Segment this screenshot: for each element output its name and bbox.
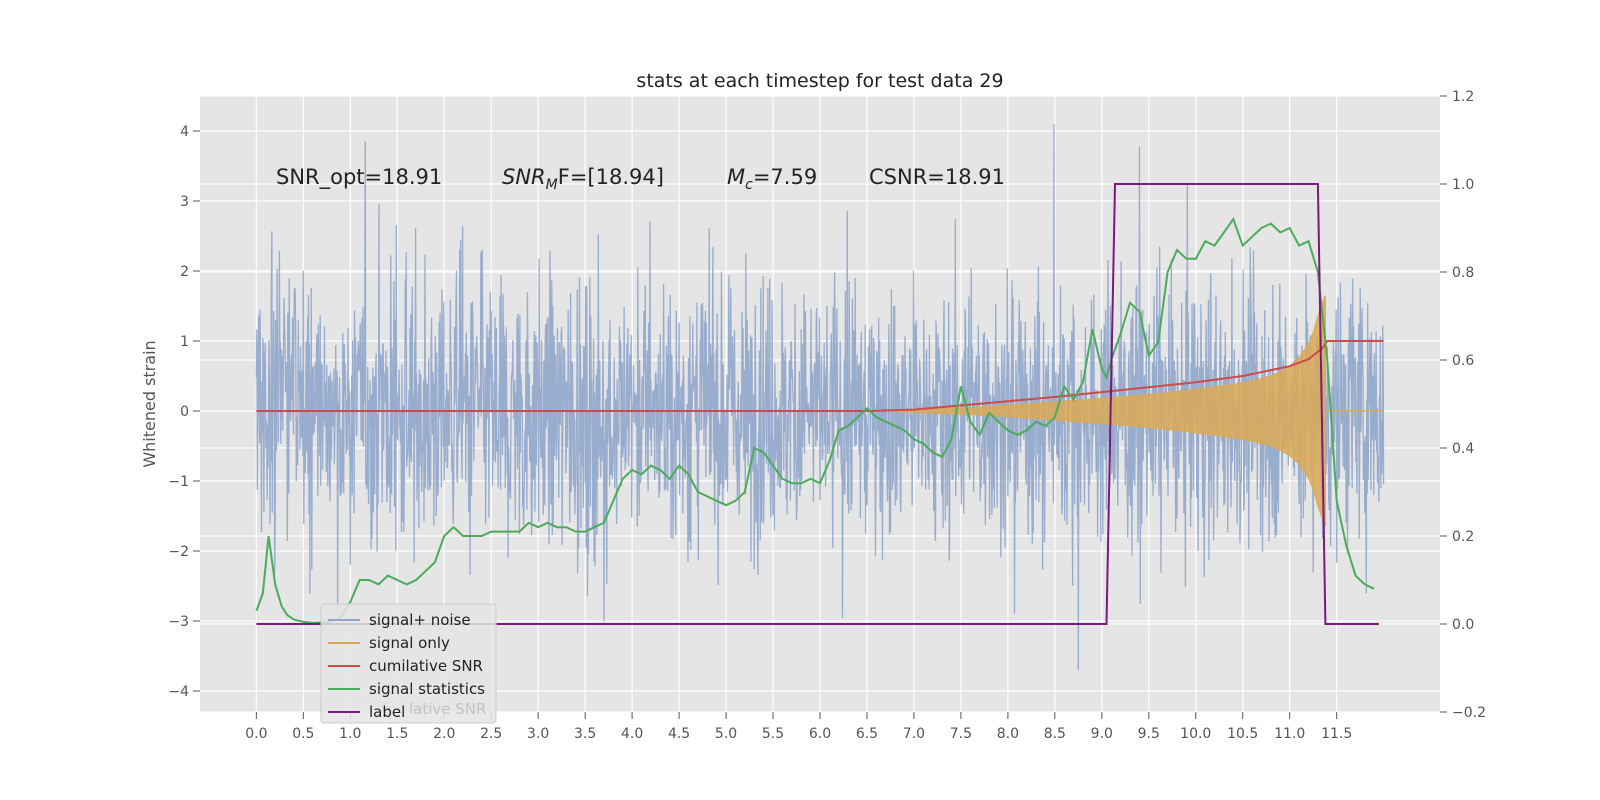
legend: lative SNR signal+ noise signal only cumil… (320, 603, 497, 724)
y-tick-label: −4 (168, 684, 189, 700)
x-tick-label: 4.0 (621, 726, 643, 742)
y2-tick-label: −0.2 (1452, 705, 1486, 721)
x-tick-label: 1.5 (386, 726, 408, 742)
annotation-mc-main: M (727, 165, 745, 189)
signal-statistics-line (255, 217, 1375, 624)
x-tick-label: 7.0 (903, 726, 925, 742)
x-tick-label: 11.0 (1274, 726, 1305, 742)
label-line (256, 183, 1379, 625)
x-tick-label: 11.5 (1321, 726, 1352, 742)
y-tick-label: 3 (180, 194, 189, 210)
y2-axis-ticks: −0.2 0.0 0.2 0.4 0.6 0.8 1.0 1.2 (1440, 89, 1486, 721)
y-tick-label: 2 (180, 264, 189, 280)
cumulative-snr-line (256, 340, 1384, 412)
annotation-snr-mf: SNRMF=[18.94] (502, 165, 664, 193)
legend-items: signal+ noise signal only cumilative SNR si… (328, 611, 485, 721)
x-tick-label: 2.0 (433, 726, 455, 742)
x-tick-label: 3.0 (527, 726, 549, 742)
y-tick-label: −1 (168, 474, 189, 490)
legend-entry-3: signal statistics (369, 680, 485, 698)
y2-tick-label: 0.0 (1452, 617, 1474, 633)
annotation-mc-sub: c (745, 177, 753, 193)
y2-tick-label: 1.0 (1452, 177, 1474, 193)
x-tick-label: 2.5 (480, 726, 502, 742)
x-axis-ticks: 0.0 0.5 1.0 1.5 2.0 2.5 3.0 3.5 4.0 4.5 5.0 5.5 6.0 6… (245, 712, 1352, 742)
x-tick-label: 5.5 (762, 726, 784, 742)
y2-tick-label: 0.2 (1452, 529, 1474, 545)
x-tick-label: 6.5 (856, 726, 878, 742)
annotation-snr-mf-rest: F=[18.94] (558, 165, 664, 189)
y2-tick-label: 0.6 (1452, 353, 1474, 369)
x-tick-label: 10.5 (1227, 726, 1258, 742)
annotation-snr-mf-main: SNR (502, 165, 546, 189)
y-tick-label: 4 (180, 124, 189, 140)
series-lines (255, 183, 1384, 625)
legend-entry-0: signal+ noise (369, 611, 471, 629)
annotation-mc-rest: =7.59 (753, 165, 817, 189)
y2-tick-label: 0.4 (1452, 441, 1474, 457)
legend-entry-1: signal only (369, 634, 450, 652)
x-tick-label: 6.0 (809, 726, 831, 742)
y-tick-label: 0 (180, 404, 189, 420)
x-tick-label: 8.0 (997, 726, 1019, 742)
x-tick-label: 10.0 (1180, 726, 1211, 742)
y2-tick-label: 0.8 (1452, 265, 1474, 281)
x-tick-label: 1.0 (339, 726, 361, 742)
annotation-snr-mf-sub: M (546, 177, 558, 193)
annotation-csnr: CSNR=18.91 (869, 165, 1005, 189)
legend-box (320, 603, 497, 724)
annotation-snr-opt: SNR_opt=18.91 (276, 165, 442, 190)
x-tick-label: 9.5 (1138, 726, 1160, 742)
y-axis-label: Whitened strain (140, 340, 159, 467)
x-tick-label: 8.5 (1044, 726, 1066, 742)
annotations: SNR_opt=18.91 SNRMF=[18.94] Mc=7.59 CSNR… (276, 165, 1005, 193)
y-tick-label: 1 (180, 334, 189, 350)
x-tick-label: 9.0 (1091, 726, 1113, 742)
legend-ghost-text: lative SNR (409, 700, 486, 718)
x-tick-label: 4.5 (668, 726, 690, 742)
x-tick-label: 0.0 (245, 726, 267, 742)
y-axis-ticks: −4 −3 −2 −1 0 1 2 3 4 (168, 124, 200, 700)
x-tick-label: 5.0 (715, 726, 737, 742)
chart-title: stats at each timestep for test data 29 (636, 70, 1003, 92)
x-tick-label: 3.5 (574, 726, 596, 742)
annotation-mc: Mc=7.59 (727, 165, 817, 193)
legend-entry-2: cumilative SNR (369, 657, 483, 675)
x-tick-label: 7.5 (950, 726, 972, 742)
x-tick-label: 0.5 (292, 726, 314, 742)
legend-entry-4: label (369, 703, 405, 721)
y-tick-label: −2 (168, 544, 189, 560)
y2-tick-label: 1.2 (1452, 89, 1474, 105)
y-tick-label: −3 (168, 614, 189, 630)
